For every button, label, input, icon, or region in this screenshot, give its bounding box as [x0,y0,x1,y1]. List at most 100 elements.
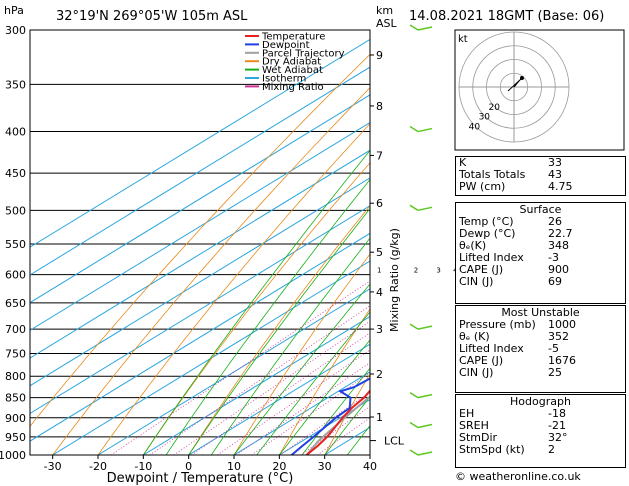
isotherm-line [30,121,370,331]
hodograph-trace [507,77,523,92]
pressure-tick-label: 500 [5,204,26,217]
wind-barb-flag [409,24,419,31]
date-title: 14.08.2021 18GMT (Base: 06) [409,9,604,24]
hodograph-ring-label: 30 [479,113,491,123]
isotherm-line [30,232,370,442]
skewt-grid [30,30,370,455]
most-unstable-row: Pressure (mb) 1000 [459,318,576,331]
x-axis-label: Dewpoint / Temperature (°C) [107,471,294,486]
wind-barb-staff [417,127,433,133]
skewt-axes: 3003504004505005506006507007508008509009… [0,24,578,473]
hodograph-ring-label: 20 [488,103,500,113]
mixing-ratio-label: 3 [436,267,440,275]
wet-adiabat-line [256,311,370,455]
wind-barb-flag [409,391,419,399]
wet-adiabat-line [188,208,370,455]
wind-barb-flag [409,323,419,330]
hodograph-row: SREH -21 [459,419,566,432]
units-km-part: km [376,4,393,17]
mixing-ratio-line [251,372,370,455]
isotherm-line [97,288,370,455]
wind-barb-staff [417,325,433,330]
surface-row: CIN (J) 69 [459,275,562,288]
dry-adiabat-line [188,205,370,455]
wind-barb-staff [417,26,433,31]
mixing-ratio-line [317,417,370,455]
x-tick-label: -20 [89,460,107,473]
mixing-ratio-line [236,362,370,455]
hodograph-frame [454,29,625,151]
mixing-ratio-line [149,305,370,455]
index-row: PW (cm) 4.75 [459,180,573,193]
legend-label: Dry Adiabat [262,57,321,68]
km-tick-label: 1 [376,411,383,424]
isotherm-line [30,94,370,304]
x-tick-label: -30 [44,460,62,473]
skewt-profiles [290,377,370,455]
pressure-tick-label: 700 [5,323,26,336]
pressure-tick-label: 800 [5,370,26,383]
mixing-ratio-line [110,280,370,455]
mixing-ratio-line [217,349,370,455]
isotherm-line [233,371,370,455]
pressure-tick-label: 750 [5,347,26,360]
units-km-label: km ASL [376,4,398,30]
plot-frame [29,29,371,456]
x-tick-label: 10 [227,460,241,473]
index-row: K 33 [459,156,562,169]
km-tick-label: 6 [376,197,383,210]
mixing-ratio-label: 2 [414,267,418,275]
wind-barb-flag [409,421,419,429]
surface-row: Lifted Index -3 [459,251,559,264]
isotherm-line [30,149,370,359]
surface-row: CAPE (J) 900 [459,263,569,276]
km-tick-label: 4 [376,286,383,299]
pressure-tick-label: 300 [5,24,26,37]
units-hpa-label: hPa [4,4,24,17]
x-tick-label: 40 [363,460,377,473]
wind-barbs [409,24,433,456]
temperature-line [305,389,370,455]
dry-adiabat-line [52,87,370,455]
most-unstable-panel: Most Unstable Pressure (mb) 1000 θₑ (K) 35… [455,305,626,393]
pressure-tick-label: 950 [5,431,26,444]
wind-barb-staff [417,206,433,212]
x-tick-label: 30 [318,460,332,473]
mixing-ratio-line [300,405,370,455]
wind-barb-flag [409,125,419,133]
mixing-ratio-axis-label: Mixing Ratio (g/kg) [388,228,401,332]
indices-panel: K 33 Totals Totals 43 PW (cm) 4.75 [455,156,626,196]
pressure-tick-label: 650 [5,297,26,310]
lcl-label: LCL [384,435,405,448]
legend-label: Parcel Trajectory [262,48,345,59]
hodograph-row: StmDir 32° [459,431,568,444]
wet-adiabat-line [210,237,370,455]
surface-row: θₑ(K) 348 [459,239,569,252]
wet-adiabat-line [301,367,370,455]
hodograph-row: StmSpd (kt) 2 [459,443,555,456]
dry-adiabat-line [233,253,370,455]
isotherm-line [143,315,370,455]
hodograph-title: Hodograph [510,395,571,408]
mixing-ratio-label: 1 [377,267,381,275]
wet-adiabat-line [233,283,370,455]
km-tick-label: 2 [376,368,383,381]
dry-adiabat-line [30,53,370,428]
units-km-part: ASL [376,17,398,30]
hodograph-storm-marker [520,76,524,80]
km-tick-label: 3 [376,323,383,336]
parcel-trajectory-line [305,395,370,455]
index-row: Totals Totals 43 [459,168,562,181]
pressure-tick-label: 900 [5,412,26,425]
most-unstable-row: CAPE (J) 1676 [459,354,576,367]
pressure-tick-label: 1000 [0,449,26,462]
km-tick-label: 8 [376,100,383,113]
wind-barb-flag [409,449,419,456]
legend-label: Dewpoint [262,40,310,51]
isotherm-line [30,205,370,415]
hodograph-panel: Hodograph EH -18 SREH -21 StmDir 32° StmSpd… [455,394,626,468]
most-unstable-row: Lifted Index -5 [459,342,559,355]
most-unstable-row: CIN (J) 25 [459,366,562,379]
